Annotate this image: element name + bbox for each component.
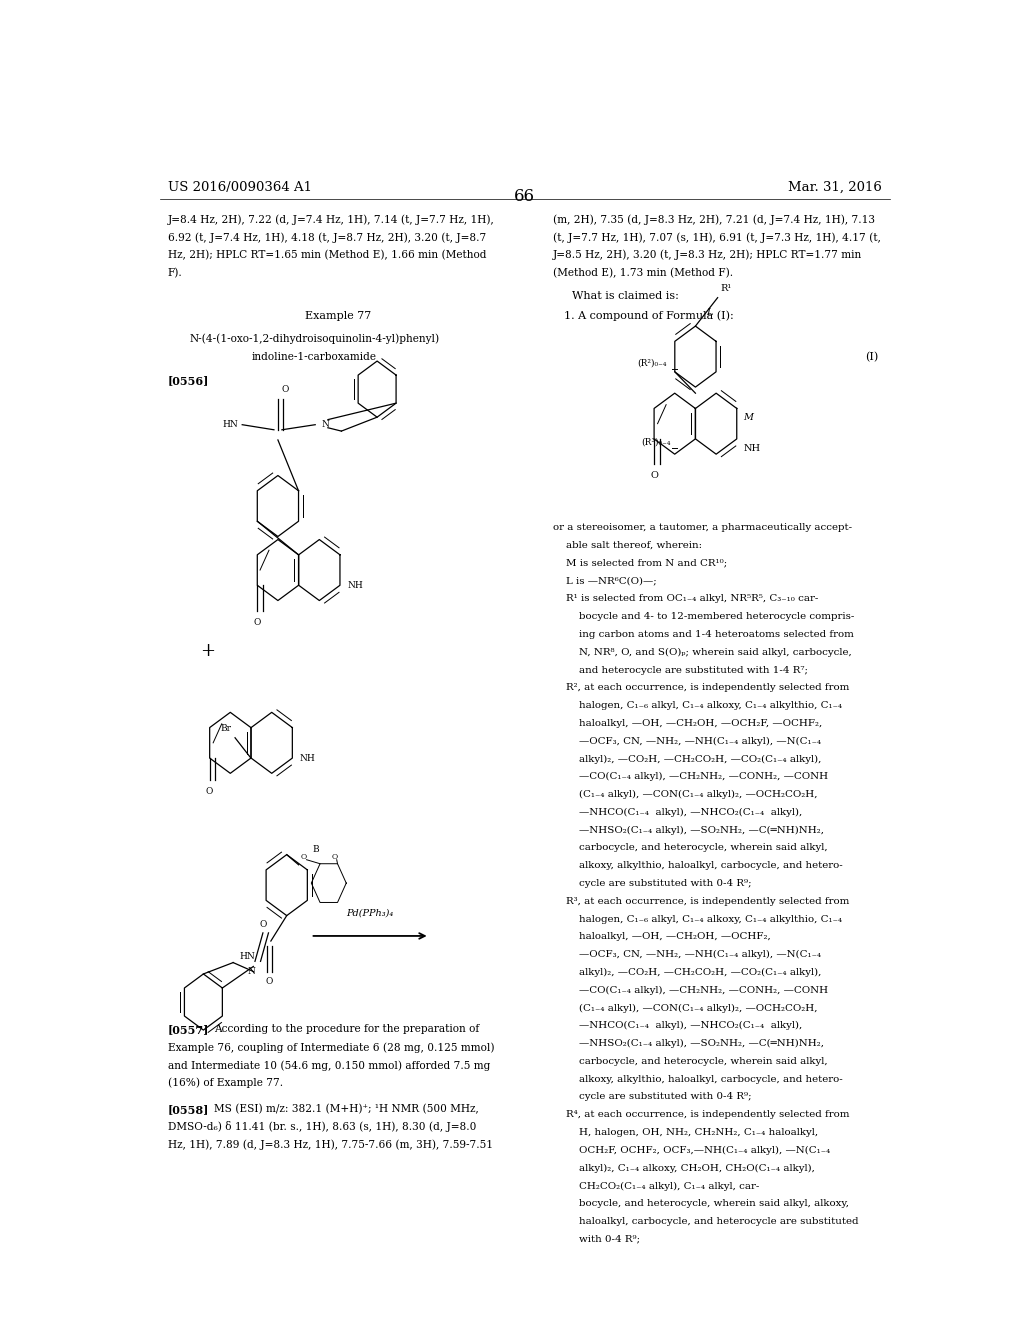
Text: NH: NH xyxy=(299,754,315,763)
Text: +: + xyxy=(200,643,215,660)
Text: NH: NH xyxy=(347,581,362,590)
Text: N, NR⁸, O, and S(O)ₚ; wherein said alkyl, carbocycle,: N, NR⁸, O, and S(O)ₚ; wherein said alkyl… xyxy=(553,648,851,657)
Text: —OCF₃, CN, —NH₂, —NH(C₁₋₄ alkyl), —N(C₁₋₄: —OCF₃, CN, —NH₂, —NH(C₁₋₄ alkyl), —N(C₁₋… xyxy=(553,950,820,960)
Text: H, halogen, OH, NH₂, CH₂NH₂, C₁₋₄ haloalkyl,: H, halogen, OH, NH₂, CH₂NH₂, C₁₋₄ haloal… xyxy=(553,1129,818,1137)
Text: R¹ is selected from OC₁₋₄ alkyl, NR⁵R⁵, C₃₋₁₀ car-: R¹ is selected from OC₁₋₄ alkyl, NR⁵R⁵, … xyxy=(553,594,818,603)
Text: indoline-1-carboxamide: indoline-1-carboxamide xyxy=(252,352,377,362)
Text: Br: Br xyxy=(220,723,231,733)
Text: 66: 66 xyxy=(514,187,536,205)
Text: O: O xyxy=(254,618,261,627)
Text: halogen, C₁₋₆ alkyl, C₁₋₄ alkoxy, C₁₋₄ alkylthio, C₁₋₄: halogen, C₁₋₆ alkyl, C₁₋₄ alkoxy, C₁₋₄ a… xyxy=(553,915,842,924)
Text: (I): (I) xyxy=(864,351,878,362)
Text: L: L xyxy=(707,309,713,317)
Text: O: O xyxy=(259,920,266,929)
Text: F).: F). xyxy=(168,268,182,279)
Text: alkoxy, alkylthio, haloalkyl, carbocycle, and hetero-: alkoxy, alkylthio, haloalkyl, carbocycle… xyxy=(553,861,843,870)
Text: R³, at each occurrence, is independently selected from: R³, at each occurrence, is independently… xyxy=(553,896,849,906)
Text: US 2016/0090364 A1: US 2016/0090364 A1 xyxy=(168,181,311,194)
Text: (C₁₋₄ alkyl), —CON(C₁₋₄ alkyl)₂, —OCH₂CO₂H,: (C₁₋₄ alkyl), —CON(C₁₋₄ alkyl)₂, —OCH₂CO… xyxy=(553,1003,817,1012)
Text: —NHCO(C₁₋₄  alkyl), —NHCO₂(C₁₋₄  alkyl),: —NHCO(C₁₋₄ alkyl), —NHCO₂(C₁₋₄ alkyl), xyxy=(553,1022,802,1031)
Text: bocycle, and heterocycle, wherein said alkyl, alkoxy,: bocycle, and heterocycle, wherein said a… xyxy=(553,1199,849,1208)
Text: —OCF₃, CN, —NH₂, —NH(C₁₋₄ alkyl), —N(C₁₋₄: —OCF₃, CN, —NH₂, —NH(C₁₋₄ alkyl), —N(C₁₋… xyxy=(553,737,820,746)
Text: haloalkyl, —OH, —CH₂OH, —OCH₂F, —OCHF₂,: haloalkyl, —OH, —CH₂OH, —OCH₂F, —OCHF₂, xyxy=(553,719,822,727)
Text: [0558]: [0558] xyxy=(168,1104,209,1114)
Text: haloalkyl, —OH, —CH₂OH, —OCHF₂,: haloalkyl, —OH, —CH₂OH, —OCHF₂, xyxy=(553,932,770,941)
Text: alkyl)₂, —CO₂H, —CH₂CO₂H, —CO₂(C₁₋₄ alkyl),: alkyl)₂, —CO₂H, —CH₂CO₂H, —CO₂(C₁₋₄ alky… xyxy=(553,968,821,977)
Text: (R³)₀₋₄: (R³)₀₋₄ xyxy=(641,437,671,446)
Text: Hz, 2H); HPLC RT=1.65 min (Method E), 1.66 min (Method: Hz, 2H); HPLC RT=1.65 min (Method E), 1.… xyxy=(168,249,486,260)
Text: (R²)₀₋₄: (R²)₀₋₄ xyxy=(637,358,667,367)
Text: J=8.4 Hz, 2H), 7.22 (d, J=7.4 Hz, 1H), 7.14 (t, J=7.7 Hz, 1H),: J=8.4 Hz, 2H), 7.22 (d, J=7.4 Hz, 1H), 7… xyxy=(168,214,495,224)
Text: Example 77: Example 77 xyxy=(305,312,372,321)
Text: and heterocycle are substituted with 1-4 R⁷;: and heterocycle are substituted with 1-4… xyxy=(553,665,808,675)
Text: haloalkyl, carbocycle, and heterocycle are substituted: haloalkyl, carbocycle, and heterocycle a… xyxy=(553,1217,858,1226)
Text: Example 76, coupling of Intermediate 6 (28 mg, 0.125 mmol): Example 76, coupling of Intermediate 6 (… xyxy=(168,1043,495,1053)
Text: able salt thereof, wherein:: able salt thereof, wherein: xyxy=(553,541,701,550)
Text: NH: NH xyxy=(743,444,760,453)
Text: and Intermediate 10 (54.6 mg, 0.150 mmol) afforded 7.5 mg: and Intermediate 10 (54.6 mg, 0.150 mmol… xyxy=(168,1060,490,1071)
Text: cycle are substituted with 0-4 R⁹;: cycle are substituted with 0-4 R⁹; xyxy=(553,879,752,888)
Text: HN: HN xyxy=(240,952,255,961)
Text: O: O xyxy=(282,385,289,395)
Text: —CO(C₁₋₄ alkyl), —CH₂NH₂, —CONH₂, —CONH: —CO(C₁₋₄ alkyl), —CH₂NH₂, —CONH₂, —CONH xyxy=(553,986,827,995)
Text: N: N xyxy=(322,420,330,429)
Text: [0557]: [0557] xyxy=(168,1024,209,1035)
Text: HN: HN xyxy=(222,420,239,429)
Text: Hz, 1H), 7.89 (d, J=8.3 Hz, 1H), 7.75-7.66 (m, 3H), 7.59-7.51: Hz, 1H), 7.89 (d, J=8.3 Hz, 1H), 7.75-7.… xyxy=(168,1139,493,1150)
Text: N: N xyxy=(247,968,255,975)
Text: cycle are substituted with 0-4 R⁹;: cycle are substituted with 0-4 R⁹; xyxy=(553,1093,752,1101)
Text: N-(4-(1-oxo-1,2-dihydroisoquinolin-4-yl)phenyl): N-(4-(1-oxo-1,2-dihydroisoquinolin-4-yl)… xyxy=(189,334,439,345)
Text: (Method E), 1.73 min (Method F).: (Method E), 1.73 min (Method F). xyxy=(553,268,733,279)
Text: carbocycle, and heterocycle, wherein said alkyl,: carbocycle, and heterocycle, wherein sai… xyxy=(553,1057,827,1065)
Text: O: O xyxy=(332,853,338,861)
Text: O: O xyxy=(206,787,213,796)
Text: 1. A compound of Formula (I):: 1. A compound of Formula (I): xyxy=(564,312,734,322)
Text: R², at each occurrence, is independently selected from: R², at each occurrence, is independently… xyxy=(553,684,849,693)
Text: or a stereoisomer, a tautomer, a pharmaceutically accept-: or a stereoisomer, a tautomer, a pharmac… xyxy=(553,523,852,532)
Text: M: M xyxy=(743,413,753,422)
Text: —CO(C₁₋₄ alkyl), —CH₂NH₂, —CONH₂, —CONH: —CO(C₁₋₄ alkyl), —CH₂NH₂, —CONH₂, —CONH xyxy=(553,772,827,781)
Text: What is claimed is:: What is claimed is: xyxy=(572,290,679,301)
Text: CH₂CO₂(C₁₋₄ alkyl), C₁₋₄ alkyl, car-: CH₂CO₂(C₁₋₄ alkyl), C₁₋₄ alkyl, car- xyxy=(553,1181,759,1191)
Text: (m, 2H), 7.35 (d, J=8.3 Hz, 2H), 7.21 (d, J=7.4 Hz, 1H), 7.13: (m, 2H), 7.35 (d, J=8.3 Hz, 2H), 7.21 (d… xyxy=(553,214,874,224)
Text: ing carbon atoms and 1-4 heteroatoms selected from: ing carbon atoms and 1-4 heteroatoms sel… xyxy=(553,630,853,639)
Text: [0556]: [0556] xyxy=(168,375,209,387)
Text: —NHSO₂(C₁₋₄ alkyl), —SO₂NH₂, —C(═NH)NH₂,: —NHSO₂(C₁₋₄ alkyl), —SO₂NH₂, —C(═NH)NH₂, xyxy=(553,1039,823,1048)
Text: Pd(PPh₃)₄: Pd(PPh₃)₄ xyxy=(346,908,393,917)
Text: (t, J=7.7 Hz, 1H), 7.07 (s, 1H), 6.91 (t, J=7.3 Hz, 1H), 4.17 (t,: (t, J=7.7 Hz, 1H), 7.07 (s, 1H), 6.91 (t… xyxy=(553,232,881,243)
Text: —NHCO(C₁₋₄  alkyl), —NHCO₂(C₁₋₄  alkyl),: —NHCO(C₁₋₄ alkyl), —NHCO₂(C₁₋₄ alkyl), xyxy=(553,808,802,817)
Text: 6.92 (t, J=7.4 Hz, 1H), 4.18 (t, J=8.7 Hz, 2H), 3.20 (t, J=8.7: 6.92 (t, J=7.4 Hz, 1H), 4.18 (t, J=8.7 H… xyxy=(168,232,486,243)
Text: O: O xyxy=(300,853,306,861)
Text: L is —NR⁶C(O)—;: L is —NR⁶C(O)—; xyxy=(553,577,656,586)
Text: (C₁₋₄ alkyl), —CON(C₁₋₄ alkyl)₂, —OCH₂CO₂H,: (C₁₋₄ alkyl), —CON(C₁₋₄ alkyl)₂, —OCH₂CO… xyxy=(553,791,817,799)
Text: Mar. 31, 2016: Mar. 31, 2016 xyxy=(788,181,882,194)
Text: O: O xyxy=(650,471,658,480)
Text: J=8.5 Hz, 2H), 3.20 (t, J=8.3 Hz, 2H); HPLC RT=1.77 min: J=8.5 Hz, 2H), 3.20 (t, J=8.3 Hz, 2H); H… xyxy=(553,249,862,260)
Text: with 0-4 R⁹;: with 0-4 R⁹; xyxy=(553,1234,640,1243)
Text: bocycle and 4- to 12-membered heterocycle compris-: bocycle and 4- to 12-membered heterocycl… xyxy=(553,612,854,622)
Text: DMSO-d₆) δ 11.41 (br. s., 1H), 8.63 (s, 1H), 8.30 (d, J=8.0: DMSO-d₆) δ 11.41 (br. s., 1H), 8.63 (s, … xyxy=(168,1122,476,1133)
Text: carbocycle, and heterocycle, wherein said alkyl,: carbocycle, and heterocycle, wherein sai… xyxy=(553,843,827,853)
Text: According to the procedure for the preparation of: According to the procedure for the prepa… xyxy=(214,1024,479,1035)
Text: R¹: R¹ xyxy=(721,284,732,293)
Text: —NHSO₂(C₁₋₄ alkyl), —SO₂NH₂, —C(═NH)NH₂,: —NHSO₂(C₁₋₄ alkyl), —SO₂NH₂, —C(═NH)NH₂, xyxy=(553,826,823,834)
Text: M is selected from N and CR¹⁰;: M is selected from N and CR¹⁰; xyxy=(553,558,727,568)
Text: alkyl)₂, C₁₋₄ alkoxy, CH₂OH, CH₂O(C₁₋₄ alkyl),: alkyl)₂, C₁₋₄ alkoxy, CH₂OH, CH₂O(C₁₋₄ a… xyxy=(553,1164,814,1172)
Text: B: B xyxy=(312,845,319,854)
Text: alkoxy, alkylthio, haloalkyl, carbocycle, and hetero-: alkoxy, alkylthio, haloalkyl, carbocycle… xyxy=(553,1074,843,1084)
Text: halogen, C₁₋₆ alkyl, C₁₋₄ alkoxy, C₁₋₄ alkylthio, C₁₋₄: halogen, C₁₋₆ alkyl, C₁₋₄ alkoxy, C₁₋₄ a… xyxy=(553,701,842,710)
Text: R⁴, at each occurrence, is independently selected from: R⁴, at each occurrence, is independently… xyxy=(553,1110,849,1119)
Text: (16%) of Example 77.: (16%) of Example 77. xyxy=(168,1077,283,1088)
Text: O: O xyxy=(265,977,273,986)
Text: OCH₂F, OCHF₂, OCF₃,—NH(C₁₋₄ alkyl), —N(C₁₋₄: OCH₂F, OCHF₂, OCF₃,—NH(C₁₋₄ alkyl), —N(C… xyxy=(553,1146,829,1155)
Text: MS (ESI) m/z: 382.1 (M+H)⁺; ¹H NMR (500 MHz,: MS (ESI) m/z: 382.1 (M+H)⁺; ¹H NMR (500 … xyxy=(214,1104,478,1114)
Text: alkyl)₂, —CO₂H, —CH₂CO₂H, —CO₂(C₁₋₄ alkyl),: alkyl)₂, —CO₂H, —CH₂CO₂H, —CO₂(C₁₋₄ alky… xyxy=(553,755,821,764)
